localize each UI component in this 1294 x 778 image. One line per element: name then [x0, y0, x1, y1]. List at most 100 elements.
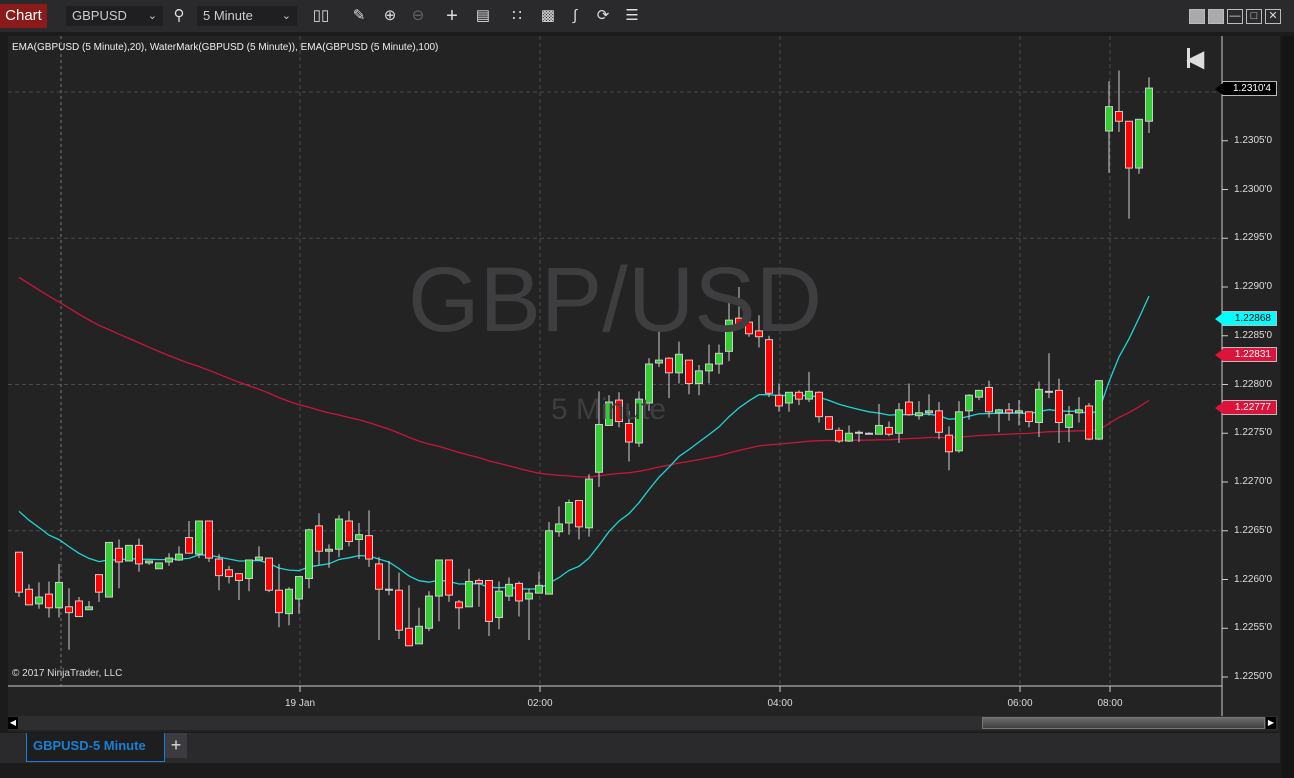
interval-value: 5 Minute — [203, 8, 253, 23]
pencil-icon[interactable]: ✎ — [352, 7, 366, 24]
candle-up — [1075, 409, 1083, 414]
price-tick-label: 1.2255'0 — [1234, 622, 1273, 634]
tile-icon[interactable] — [1189, 9, 1205, 24]
candle-up — [285, 588, 293, 615]
strategies-icon[interactable]: ▩ — [540, 7, 556, 24]
candle-up — [535, 584, 543, 594]
candle-up — [975, 389, 983, 398]
candle-up — [245, 559, 253, 580]
candle-up — [645, 363, 653, 404]
candle-down — [795, 391, 803, 400]
price-tick-label: 1.2250'0 — [1234, 671, 1273, 682]
candle-down — [685, 359, 693, 385]
refresh-icon[interactable]: ⟳ — [596, 7, 610, 24]
tab-gbpusd-5-minute[interactable]: GBPUSD-5 Minute — [26, 733, 165, 762]
horizontal-scrollbar[interactable] — [8, 716, 1278, 730]
maximize-icon[interactable]: □ — [1246, 9, 1262, 24]
candle-down — [315, 525, 323, 552]
drawing-tools-icon[interactable]: ∫ — [572, 7, 578, 24]
candle-up — [1035, 388, 1043, 424]
candle-down — [95, 574, 103, 593]
candle-up — [555, 523, 563, 533]
candle-down — [815, 391, 823, 418]
candle-up — [355, 534, 363, 541]
indicator-label: EMA(GBPUSD (5 Minute),20), WaterMark(GBP… — [12, 42, 439, 53]
candle-down — [825, 416, 833, 430]
candle-down — [275, 589, 283, 614]
price-tick-label: 1.2290'0 — [1234, 281, 1273, 292]
price-marker: 1.2310'4 — [1215, 81, 1277, 97]
candle-down — [345, 520, 353, 542]
candle-down — [905, 401, 913, 416]
candle-down — [395, 589, 403, 631]
candle-down — [225, 569, 233, 578]
candle-up — [505, 583, 513, 597]
price-tick-label: 1.2280'0 — [1234, 378, 1273, 390]
candle-up — [1065, 414, 1073, 428]
window-edge — [1282, 36, 1294, 778]
close-icon[interactable]: ✕ — [1265, 9, 1281, 24]
chevron-down-icon: ⌄ — [147, 10, 157, 22]
time-tick-label: 04:00 — [767, 698, 793, 709]
candle-up — [675, 353, 683, 374]
candle-down — [1005, 409, 1013, 414]
candle-down — [885, 426, 893, 435]
price-tick-label: 1.2275'0 — [1234, 427, 1273, 439]
candle-up — [125, 544, 133, 562]
candle-down — [755, 330, 763, 338]
candle-down — [945, 434, 953, 453]
tile-icon[interactable] — [1208, 9, 1224, 24]
bar-type-icon[interactable]: ▯▯ — [312, 7, 330, 24]
zoom-in-icon[interactable]: ⊕ — [383, 7, 397, 24]
candle-down — [775, 394, 783, 407]
price-marker: 1.22868 — [1215, 311, 1277, 327]
price-marker: 1.22831 — [1215, 347, 1277, 363]
candle-up — [295, 576, 303, 600]
add-tab-button[interactable]: + — [165, 733, 187, 758]
scrollbar-thumb[interactable] — [982, 717, 1265, 729]
minimize-icon[interactable]: — — [1227, 9, 1243, 24]
interval-selector[interactable]: 5 Minute ⌄ — [197, 6, 297, 26]
properties-icon[interactable]: ☰ — [625, 7, 639, 24]
candle-down — [835, 429, 843, 442]
price-marker: 1.22777 — [1215, 399, 1277, 415]
candle-up — [1135, 118, 1143, 169]
scroll-right-icon[interactable]: ▶ — [1266, 717, 1276, 729]
price-tick-label: 1.2270'0 — [1234, 476, 1273, 487]
search-icon[interactable]: ⚲ — [173, 7, 185, 24]
candle-down — [475, 579, 483, 584]
crosshair-icon[interactable]: + — [446, 5, 458, 27]
candle-down — [985, 386, 993, 413]
zoom-out-icon[interactable]: ⊖ — [411, 7, 425, 24]
candle-up — [955, 411, 963, 452]
scroll-to-end-icon[interactable]: ◀ — [1187, 46, 1204, 71]
candle-down — [575, 500, 583, 528]
candle-up — [785, 391, 793, 404]
candle-up — [105, 541, 113, 598]
candle-down — [485, 579, 493, 622]
data-box-icon[interactable]: ▤ — [475, 7, 491, 24]
candle-down — [385, 588, 393, 591]
candle-up — [165, 557, 173, 563]
indicators-icon[interactable]: ∷ — [512, 7, 522, 24]
candle-up — [175, 553, 183, 561]
candle-down — [25, 588, 33, 606]
candle-down — [765, 339, 773, 394]
candle-up — [495, 590, 503, 619]
candle-down — [935, 410, 943, 433]
candle-up — [1015, 410, 1023, 414]
candle-up — [85, 606, 93, 611]
candle-up — [1095, 380, 1103, 440]
candle-down — [65, 606, 73, 614]
candle-up — [425, 595, 433, 629]
time-tick-label: 08:00 — [1097, 698, 1123, 709]
price-tick-label: 1.2305'0 — [1234, 134, 1273, 146]
candle-up — [725, 319, 733, 352]
instrument-selector[interactable]: GBPUSD ⌄ — [66, 6, 163, 26]
copyright: © 2017 NinjaTrader, LLC — [12, 668, 123, 679]
candle-up — [1105, 106, 1113, 132]
candle-up — [715, 352, 723, 365]
candle-up — [255, 556, 263, 561]
scroll-left-icon[interactable]: ◀ — [8, 717, 18, 729]
